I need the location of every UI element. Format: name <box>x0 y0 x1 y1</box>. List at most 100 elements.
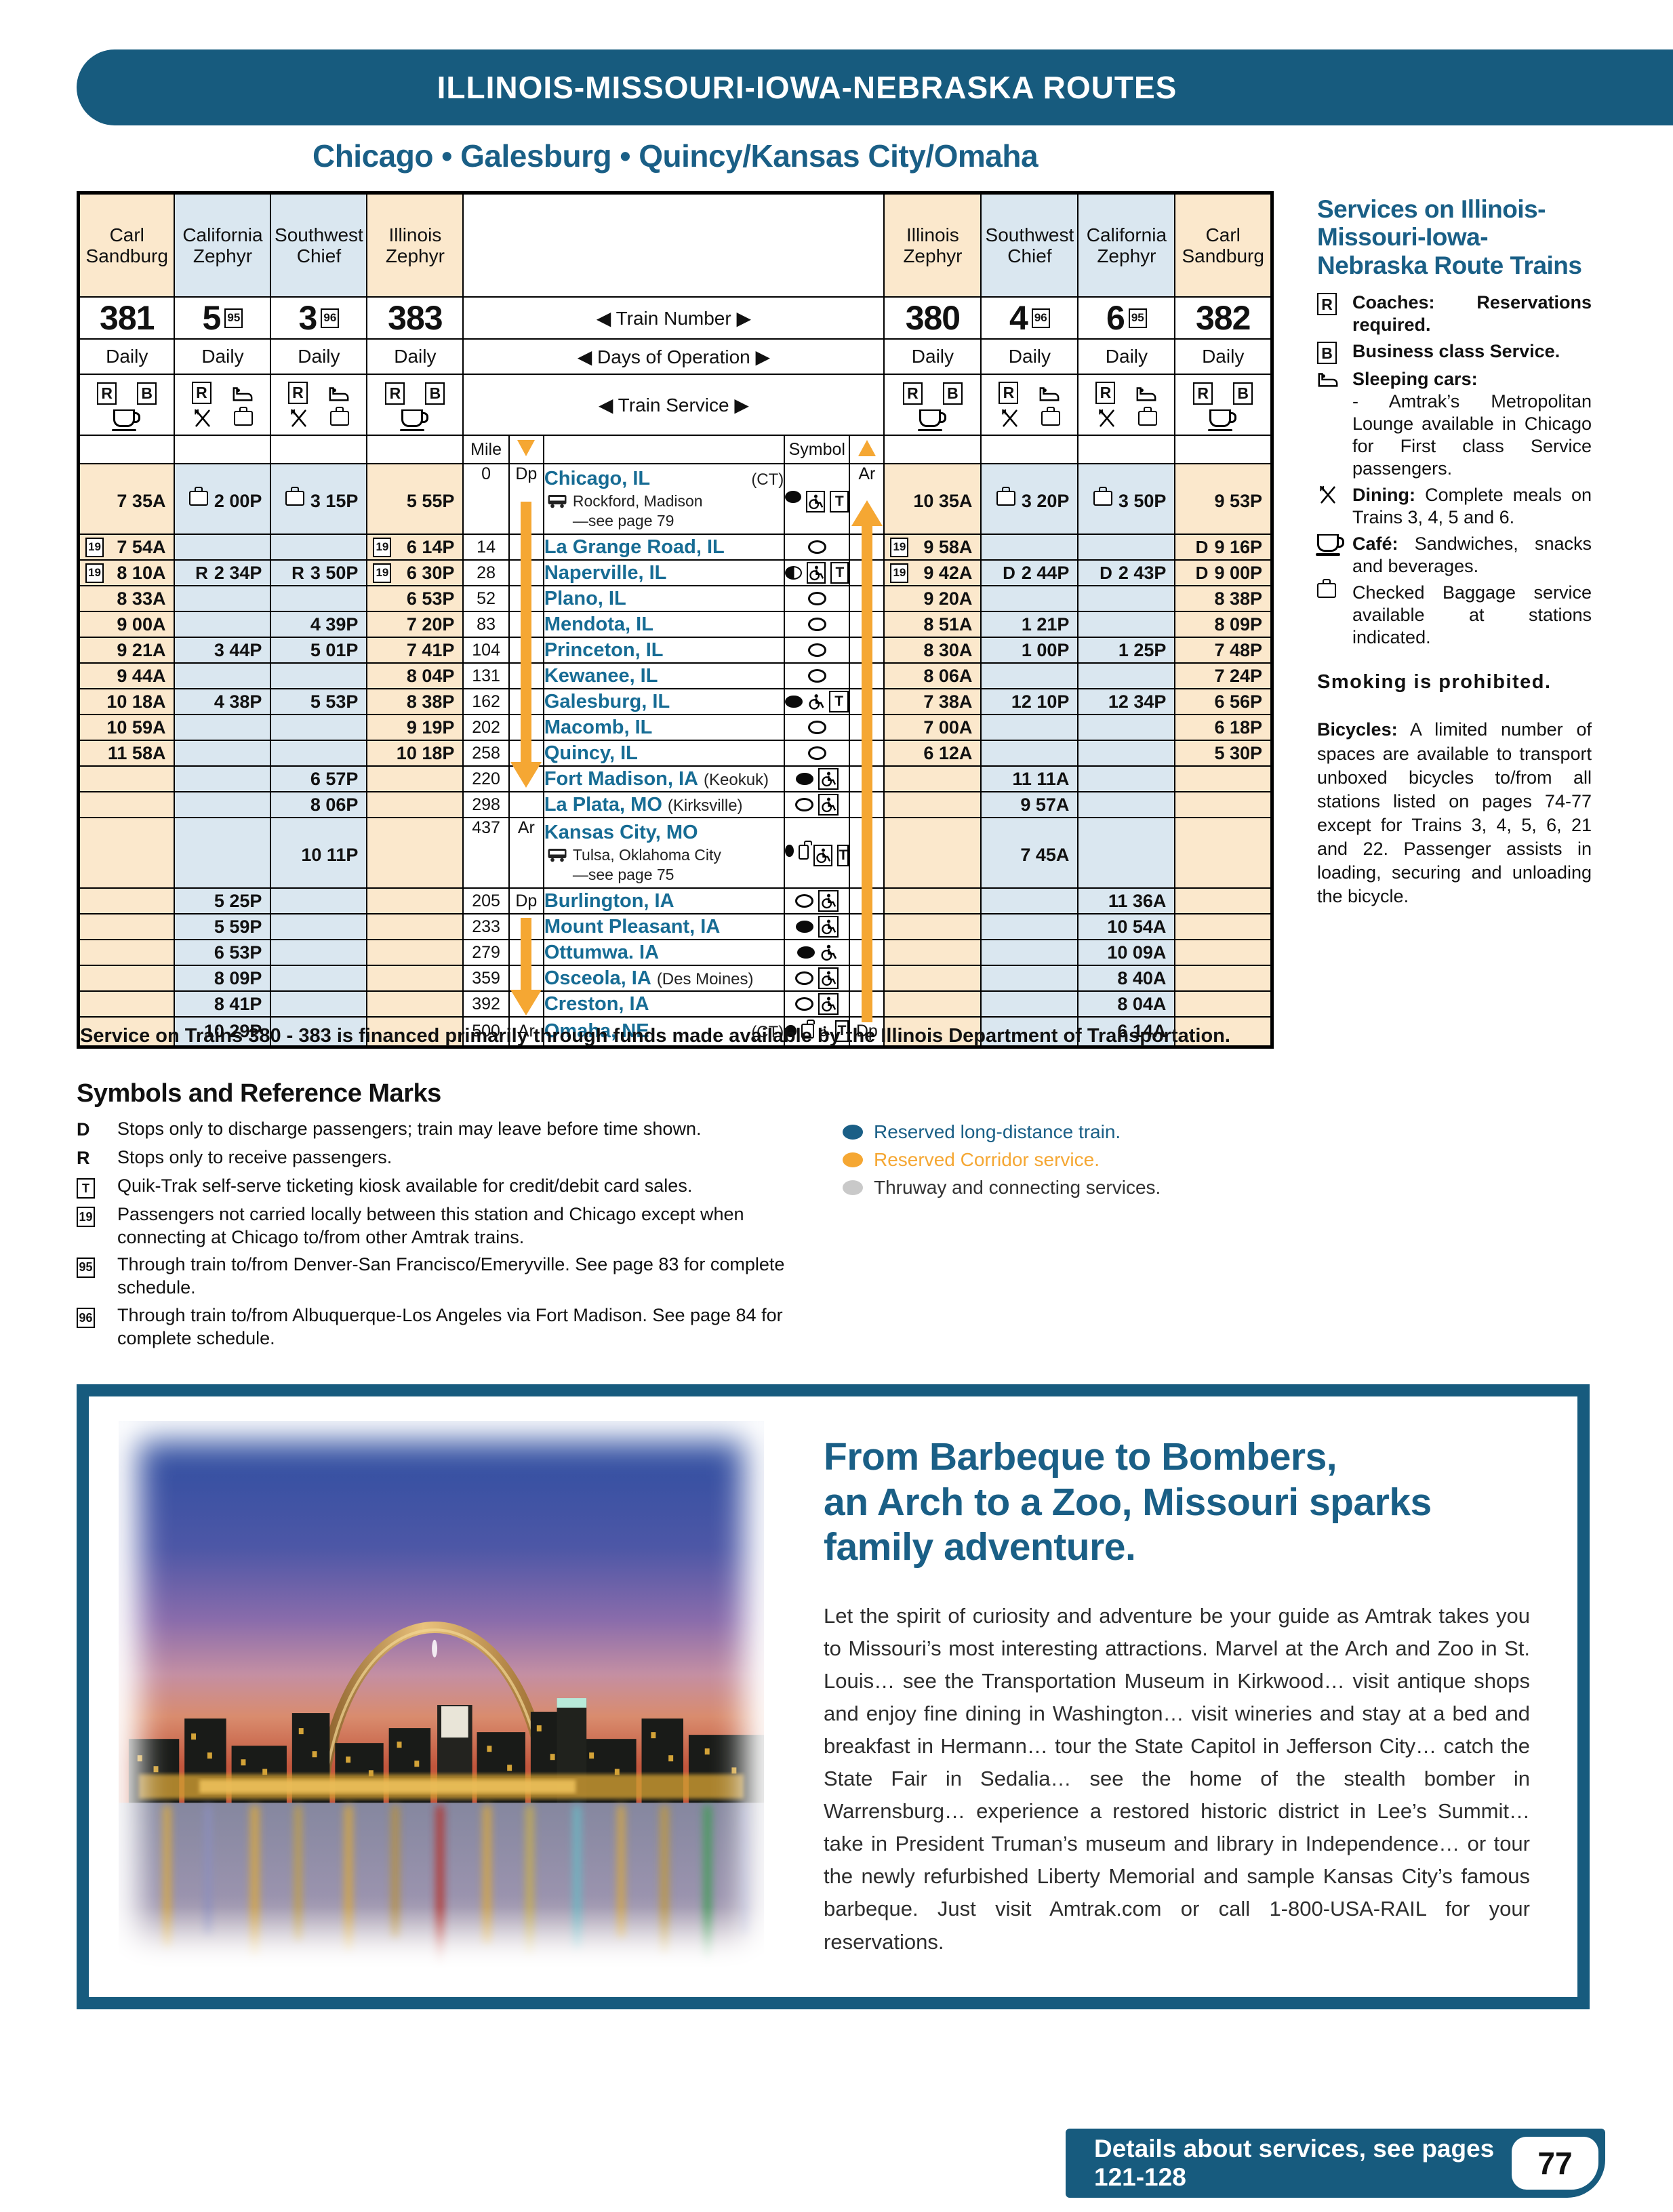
time-cell: 9 44A <box>77 662 176 689</box>
services-sidebar: Services on Illinois-Missouri-Iowa-Nebra… <box>1316 195 1592 908</box>
time-value: 5 59P <box>214 916 262 937</box>
footnote-ref-icon: 95 <box>224 308 243 328</box>
time-cell <box>980 534 1079 561</box>
time-cell: 7 48P <box>1174 637 1273 664</box>
time-value: 9 44A <box>117 665 166 686</box>
symbol-cell <box>784 990 851 1018</box>
wheelchair-boxed-icon <box>813 845 833 866</box>
wheelchair-boxed-icon <box>818 890 839 912</box>
reserved-coach-icon: R <box>999 382 1019 404</box>
time-cell: 10 29P <box>174 1016 272 1047</box>
bus-icon <box>548 494 567 508</box>
service-item-text: Sleeping cars: - Amtrak’s Metropolitan L… <box>1352 369 1592 479</box>
time-value: 5 30P <box>1214 742 1262 763</box>
time-cell: 1 21P <box>980 611 1079 638</box>
time-cell <box>366 887 464 914</box>
time-cell: 1 00P <box>980 637 1079 664</box>
station-cell: Burlington, IA <box>542 887 786 914</box>
days-of-operation-cell: Daily <box>1077 338 1176 375</box>
time-cell <box>1174 990 1273 1018</box>
time-value: 12 10P <box>1011 691 1070 712</box>
smoking-note: Smoking is prohibited. <box>1317 671 1552 693</box>
time-cell <box>883 887 982 914</box>
unreserved-circle <box>807 540 826 554</box>
mile-cell: 392 <box>462 990 510 1018</box>
time-cell <box>1174 1016 1273 1047</box>
time-value: 8 10A <box>117 562 166 583</box>
train-number-cell: 383 <box>366 296 464 340</box>
time-cell: 3 15P <box>270 463 368 535</box>
symbol-mark: R <box>77 1147 90 1168</box>
time-value: 12 34P <box>1108 691 1167 712</box>
time-cell: 10 18P <box>366 740 464 767</box>
dining-icon <box>1099 409 1114 427</box>
baggage-icon <box>1317 578 1336 598</box>
station-name: Quincy, IL <box>544 742 638 764</box>
time-value: 9 20A <box>923 588 973 609</box>
dining-icon <box>1002 409 1017 427</box>
direction-cell-right <box>849 791 885 818</box>
time-cell: 8 06P <box>270 791 368 818</box>
time-cell <box>174 740 272 767</box>
time-cell: D 2 44P <box>980 559 1079 586</box>
time-cell <box>77 1016 176 1047</box>
wheelchair-icon <box>822 797 836 813</box>
legend-row: Thruway and connecting services. <box>843 1177 1222 1199</box>
train-name-header: California Zephyr <box>174 192 272 298</box>
time-cell: 3 20P <box>980 463 1079 535</box>
direction-cell-right: Ar <box>849 463 885 535</box>
mile-cell: 500 <box>462 1016 510 1047</box>
time-cell <box>174 765 272 792</box>
time-cell <box>270 913 368 940</box>
time-cell: 5 30P <box>1174 740 1273 767</box>
cafe-icon <box>917 409 946 431</box>
service-item: R Coaches: Reservations required. <box>1317 291 1592 336</box>
train-name-header: Carl Sandburg <box>1174 192 1273 298</box>
time-cell: 10 35A <box>883 463 982 535</box>
symbol-cell <box>784 765 851 792</box>
wheelchair-icon <box>821 944 836 961</box>
time-cell <box>883 765 982 792</box>
time-cell <box>980 740 1079 767</box>
business-class-icon: B <box>1233 382 1253 405</box>
symbol-mark: D <box>77 1119 90 1140</box>
symbol-definition: 96 Through train to/from Albuquerque-Los … <box>77 1304 836 1350</box>
promo-headline-line: family adventure. <box>824 1525 1136 1569</box>
symbol-text: Stops only to receive passengers. <box>117 1146 392 1167</box>
direction-cell-left <box>508 965 544 992</box>
unreserved-circle <box>795 798 814 811</box>
time-cell: 19 8 10A <box>77 559 176 586</box>
station-cell: La Grange Road, IL <box>542 534 786 561</box>
footnote-ref-icon: 95 <box>1128 308 1147 328</box>
time-cell <box>980 939 1079 966</box>
symbol-cell <box>784 740 851 767</box>
promo-headline: From Barbeque to Bombers, an Arch to a Zo… <box>824 1434 1530 1570</box>
station-row: 10 59A 9 19P 202 Macomb, IL 7 00A 6 18P <box>77 714 1273 741</box>
unreserved-circle <box>807 618 826 631</box>
wheelchair-boxed-icon <box>818 794 839 816</box>
station-cell: Plano, IL <box>542 585 786 612</box>
train-service-cell: R <box>270 374 368 436</box>
footnote-ref-icon: 19 <box>85 537 104 557</box>
time-value: 7 24P <box>1214 665 1262 686</box>
direction-cell-left <box>508 714 544 741</box>
station-name: Macomb, IL <box>544 716 653 738</box>
time-value: 9 53P <box>1214 491 1262 511</box>
time-cell: 9 20A <box>883 585 982 612</box>
cafe-icon <box>1316 534 1344 556</box>
time-cell <box>77 765 176 792</box>
symbol-definition: T Quik-Trak self-serve ticketing kiosk av… <box>77 1175 836 1199</box>
direction-cell-right <box>849 688 885 715</box>
time-cell <box>270 740 368 767</box>
time-cell <box>1077 740 1176 767</box>
footnote-ref-icon: 19 <box>85 563 104 583</box>
time-cell: 6 53P <box>174 939 272 966</box>
time-cell <box>980 714 1079 741</box>
up-direction-icon <box>849 435 885 464</box>
time-cell: 8 04P <box>366 662 464 689</box>
train-name-header: Illinois Zephyr <box>883 192 982 298</box>
time-value: 3 44P <box>214 639 262 660</box>
time-value: 7 41P <box>406 639 455 660</box>
time-cell: 19 9 58A <box>883 534 982 561</box>
direction-cell-left <box>508 990 544 1018</box>
